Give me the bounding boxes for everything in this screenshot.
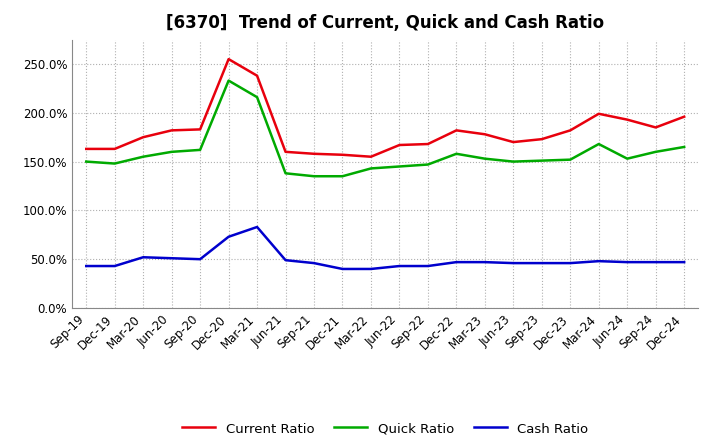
Current Ratio bbox=[225, 56, 233, 62]
Quick Ratio bbox=[310, 174, 318, 179]
Quick Ratio bbox=[566, 157, 575, 162]
Quick Ratio bbox=[139, 154, 148, 159]
Cash Ratio bbox=[310, 260, 318, 266]
Cash Ratio bbox=[652, 260, 660, 265]
Cash Ratio bbox=[366, 266, 375, 271]
Cash Ratio bbox=[167, 256, 176, 261]
Current Ratio bbox=[595, 111, 603, 117]
Cash Ratio bbox=[82, 264, 91, 269]
Quick Ratio bbox=[282, 171, 290, 176]
Quick Ratio bbox=[595, 141, 603, 147]
Cash Ratio bbox=[139, 255, 148, 260]
Line: Current Ratio: Current Ratio bbox=[86, 59, 684, 157]
Current Ratio bbox=[253, 73, 261, 78]
Current Ratio bbox=[566, 128, 575, 133]
Cash Ratio bbox=[566, 260, 575, 266]
Current Ratio bbox=[139, 135, 148, 140]
Cash Ratio bbox=[623, 260, 631, 265]
Current Ratio bbox=[196, 127, 204, 132]
Current Ratio bbox=[110, 146, 119, 151]
Cash Ratio bbox=[480, 260, 489, 265]
Cash Ratio bbox=[423, 264, 432, 269]
Current Ratio bbox=[366, 154, 375, 159]
Quick Ratio bbox=[652, 149, 660, 154]
Cash Ratio bbox=[282, 257, 290, 263]
Current Ratio bbox=[338, 152, 347, 158]
Current Ratio bbox=[423, 141, 432, 147]
Quick Ratio bbox=[82, 159, 91, 164]
Cash Ratio bbox=[225, 234, 233, 239]
Cash Ratio bbox=[338, 266, 347, 271]
Quick Ratio bbox=[196, 147, 204, 153]
Current Ratio bbox=[452, 128, 461, 133]
Current Ratio bbox=[652, 125, 660, 130]
Cash Ratio bbox=[509, 260, 518, 266]
Quick Ratio bbox=[680, 144, 688, 150]
Current Ratio bbox=[623, 117, 631, 122]
Cash Ratio bbox=[196, 257, 204, 262]
Quick Ratio bbox=[395, 164, 404, 169]
Quick Ratio bbox=[509, 159, 518, 164]
Title: [6370]  Trend of Current, Quick and Cash Ratio: [6370] Trend of Current, Quick and Cash … bbox=[166, 15, 604, 33]
Cash Ratio bbox=[253, 224, 261, 230]
Cash Ratio bbox=[395, 264, 404, 269]
Current Ratio bbox=[82, 146, 91, 151]
Cash Ratio bbox=[680, 260, 688, 265]
Current Ratio bbox=[167, 128, 176, 133]
Cash Ratio bbox=[537, 260, 546, 266]
Cash Ratio bbox=[110, 264, 119, 269]
Line: Quick Ratio: Quick Ratio bbox=[86, 81, 684, 176]
Quick Ratio bbox=[110, 161, 119, 166]
Current Ratio bbox=[282, 149, 290, 154]
Current Ratio bbox=[480, 132, 489, 137]
Current Ratio bbox=[537, 136, 546, 142]
Quick Ratio bbox=[225, 78, 233, 83]
Quick Ratio bbox=[623, 156, 631, 161]
Current Ratio bbox=[680, 114, 688, 119]
Current Ratio bbox=[509, 139, 518, 145]
Quick Ratio bbox=[480, 156, 489, 161]
Quick Ratio bbox=[338, 174, 347, 179]
Line: Cash Ratio: Cash Ratio bbox=[86, 227, 684, 269]
Quick Ratio bbox=[423, 162, 432, 167]
Quick Ratio bbox=[537, 158, 546, 163]
Quick Ratio bbox=[452, 151, 461, 157]
Quick Ratio bbox=[167, 149, 176, 154]
Cash Ratio bbox=[452, 260, 461, 265]
Current Ratio bbox=[395, 143, 404, 148]
Quick Ratio bbox=[366, 166, 375, 171]
Quick Ratio bbox=[253, 95, 261, 100]
Cash Ratio bbox=[595, 259, 603, 264]
Current Ratio bbox=[310, 151, 318, 157]
Legend: Current Ratio, Quick Ratio, Cash Ratio: Current Ratio, Quick Ratio, Cash Ratio bbox=[177, 417, 593, 440]
